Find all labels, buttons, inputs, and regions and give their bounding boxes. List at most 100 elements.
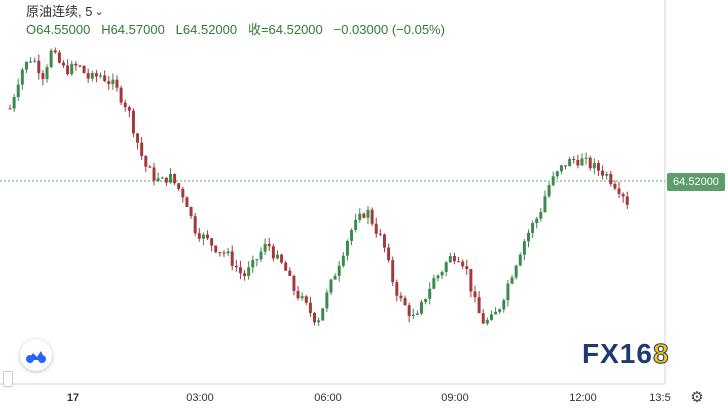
symbol-name[interactable]: 原油连续 xyxy=(26,4,79,19)
candles xyxy=(8,47,629,326)
candle-body xyxy=(415,313,419,315)
scroll-left-handle[interactable] xyxy=(3,371,13,387)
candle-body xyxy=(399,295,403,299)
candle-body xyxy=(592,162,596,169)
candle-body xyxy=(57,52,61,63)
low-value: L64.52000 xyxy=(175,22,238,37)
candle-body xyxy=(440,271,444,276)
candle-body xyxy=(160,177,164,179)
candle-body xyxy=(168,173,172,183)
candle-body xyxy=(8,108,12,110)
open-value: O64.55000 xyxy=(26,22,91,37)
candle-body xyxy=(148,166,152,168)
last-price-label: 64.52000 xyxy=(667,173,725,191)
candle-body xyxy=(308,302,312,313)
candle-body xyxy=(33,60,37,62)
candle-body xyxy=(522,241,526,255)
x-tick-label: 12:00 xyxy=(569,392,597,404)
chart-legend: 原油连续, 5 ⌄ O64.55000 H64.57000 L64.52000 收… xyxy=(26,4,445,37)
candle-body xyxy=(551,176,555,186)
candle-body xyxy=(366,209,370,218)
candle-body xyxy=(263,243,267,252)
candle-body xyxy=(94,73,98,77)
candle-body xyxy=(181,188,185,198)
candle-body xyxy=(267,243,271,247)
candle-body xyxy=(136,133,140,143)
candle-body xyxy=(144,156,148,167)
candle-body xyxy=(251,259,255,268)
candle-body xyxy=(317,320,321,323)
candle-body xyxy=(218,252,222,254)
candle-body xyxy=(374,223,378,234)
candle-body xyxy=(86,73,90,79)
candle-body xyxy=(514,265,518,278)
candle-body xyxy=(539,212,543,219)
candle-body xyxy=(572,158,576,161)
candle-body xyxy=(82,65,86,74)
candle-body xyxy=(201,234,205,239)
candle-body xyxy=(489,314,493,320)
candle-body xyxy=(420,302,424,314)
candle-body xyxy=(329,279,333,293)
gear-icon[interactable]: ⚙ xyxy=(690,389,704,406)
candle-body xyxy=(555,171,559,177)
candle-body xyxy=(304,296,308,303)
candle-body xyxy=(321,308,325,321)
candle-body xyxy=(498,309,502,312)
candle-body xyxy=(300,296,304,299)
candle-body xyxy=(510,277,514,284)
candle-body xyxy=(226,251,230,254)
candle-body xyxy=(275,254,279,259)
candle-body xyxy=(547,185,551,197)
interval-label[interactable]: 5 xyxy=(85,4,93,19)
candle-body xyxy=(457,261,461,263)
candle-body xyxy=(20,69,24,85)
change-value: −0.03000 (−0.05%) xyxy=(333,22,445,37)
candle-body xyxy=(444,262,448,272)
candle-body xyxy=(518,254,522,266)
candle-body xyxy=(255,259,259,261)
candle-body xyxy=(111,79,115,85)
x-tick-label: 06:00 xyxy=(314,392,342,404)
candle-body xyxy=(358,213,362,220)
candle-body xyxy=(543,196,547,213)
candle-body xyxy=(395,282,399,296)
chevron-down-icon[interactable]: ⌄ xyxy=(94,6,104,18)
candle-body xyxy=(584,157,588,159)
candle-body xyxy=(481,313,485,324)
candle-body xyxy=(502,300,506,310)
candle-body xyxy=(243,273,247,277)
candle-body xyxy=(193,216,197,234)
candle-body xyxy=(222,252,226,254)
candle-body xyxy=(617,188,621,194)
candle-body xyxy=(206,234,210,239)
candle-body xyxy=(391,260,395,283)
candle-body xyxy=(70,63,74,75)
candle-body xyxy=(580,158,584,166)
candle-body xyxy=(559,165,563,172)
candle-body xyxy=(280,254,284,263)
candle-body xyxy=(37,60,41,74)
candle-body xyxy=(234,265,238,268)
watermark-logo: FX168 xyxy=(582,338,670,370)
candle-body xyxy=(156,178,160,181)
candle-body xyxy=(16,84,20,98)
candle-body xyxy=(99,75,103,77)
candle-body xyxy=(45,67,49,80)
x-tick-label: 03:00 xyxy=(186,392,214,404)
candle-body xyxy=(66,65,70,75)
candle-body xyxy=(613,184,617,189)
candle-body xyxy=(185,197,189,208)
candle-body xyxy=(452,256,456,262)
candle-body xyxy=(271,246,275,259)
candle-body xyxy=(259,251,263,260)
candle-body xyxy=(230,251,234,266)
candle-body xyxy=(531,223,535,233)
cloud-logo-icon[interactable] xyxy=(20,339,52,371)
candle-body xyxy=(24,61,28,70)
candle-body xyxy=(526,232,530,242)
candle-body xyxy=(535,218,539,224)
candle-body xyxy=(189,207,193,217)
candle-body xyxy=(568,158,572,167)
